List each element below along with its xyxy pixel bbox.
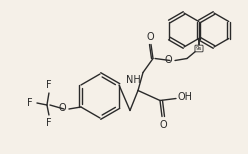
Text: NH: NH	[126, 75, 141, 85]
Text: F: F	[46, 80, 52, 90]
Text: OH: OH	[178, 93, 193, 103]
Text: O: O	[164, 55, 172, 65]
Text: 9s: 9s	[196, 46, 202, 51]
Text: O: O	[58, 103, 66, 113]
Text: F: F	[46, 118, 52, 128]
Text: F: F	[27, 98, 33, 108]
Text: O: O	[159, 120, 167, 130]
Text: O: O	[146, 32, 154, 41]
